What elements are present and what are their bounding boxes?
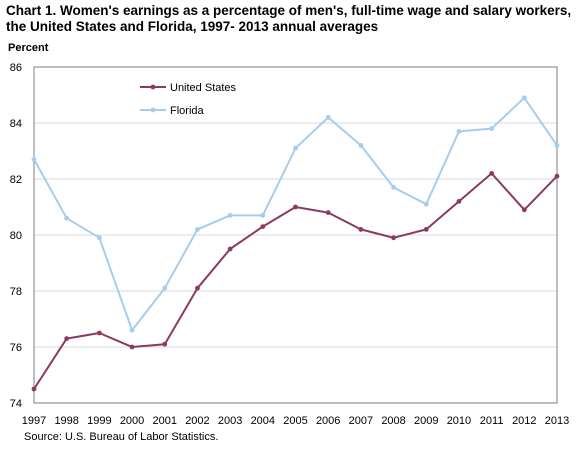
x-tick-label: 2012 <box>512 415 536 427</box>
x-tick-label: 2002 <box>185 415 209 427</box>
data-point-florida <box>260 213 266 218</box>
data-point-united-states <box>64 336 70 341</box>
data-point-united-states <box>129 344 135 350</box>
data-point-united-states <box>521 207 527 213</box>
data-point-florida <box>456 129 462 134</box>
x-tick-label: 2008 <box>381 415 405 427</box>
data-point-united-states <box>227 246 233 252</box>
source-note: Source: U.S. Bureau of Labor Statistics. <box>24 431 218 443</box>
data-point-florida <box>489 126 495 131</box>
legend-label: Florida <box>170 105 205 117</box>
series-line-florida <box>33 96 558 332</box>
data-point-florida <box>391 185 396 190</box>
data-point-united-states <box>423 227 429 232</box>
x-tick-label: 2011 <box>480 415 504 427</box>
x-tick-label: 2006 <box>316 415 340 427</box>
data-point-united-states <box>96 330 102 336</box>
x-tick-label: 2003 <box>218 415 242 427</box>
data-point-florida <box>96 235 102 241</box>
data-point-united-states <box>554 173 560 179</box>
y-tick-label: 86 <box>10 62 22 74</box>
x-tick-label: 1998 <box>54 415 78 427</box>
data-point-united-states <box>293 204 298 210</box>
x-tick-label: 1997 <box>22 415 46 427</box>
x-tick-label: 1999 <box>87 415 111 427</box>
data-point-florida <box>521 95 527 101</box>
x-tick-label: 2000 <box>120 415 144 427</box>
data-point-florida <box>227 213 233 218</box>
data-point-florida <box>162 285 168 291</box>
data-point-united-states <box>260 224 266 230</box>
y-tick-label: 74 <box>10 398 22 410</box>
y-tick-label: 78 <box>10 286 22 298</box>
data-point-florida <box>358 143 364 148</box>
data-point-united-states <box>456 199 462 204</box>
x-tick-label: 2005 <box>283 415 307 427</box>
data-point-florida <box>554 143 560 148</box>
data-point-florida <box>64 215 70 221</box>
gridlines <box>34 122 557 348</box>
plot-area-border <box>33 66 558 404</box>
y-tick-label: 82 <box>10 174 22 186</box>
legend-label: United States <box>170 82 237 94</box>
x-axis-ticks: 1997 1998 1999 2000 2001 2002 2003 2004 2005 2006… <box>22 415 569 427</box>
legend-marker <box>150 84 156 90</box>
data-point-florida <box>129 327 135 333</box>
x-tick-label: 2010 <box>447 415 471 427</box>
data-point-united-states <box>162 341 168 347</box>
y-tick-label: 84 <box>10 118 22 130</box>
x-tick-label: 2007 <box>349 415 373 427</box>
data-point-florida <box>423 201 429 207</box>
data-point-united-states <box>325 210 331 216</box>
series-group <box>31 95 560 392</box>
x-tick-label: 2001 <box>153 415 177 427</box>
legend-marker <box>150 107 156 113</box>
legend: United States Florida <box>140 82 237 117</box>
data-point-united-states <box>358 227 364 232</box>
y-tick-label: 76 <box>10 342 22 354</box>
data-point-florida <box>325 115 331 120</box>
x-tick-label: 2013 <box>545 415 569 427</box>
y-tick-label: 80 <box>10 230 22 242</box>
data-point-united-states <box>195 285 200 291</box>
data-point-florida <box>31 157 37 162</box>
x-tick-label: 2004 <box>251 415 275 427</box>
data-point-united-states <box>31 386 37 392</box>
data-point-united-states <box>391 235 396 241</box>
data-point-florida <box>293 145 298 151</box>
chart-title: Chart 1. Women's earnings as a percentag… <box>6 3 572 34</box>
data-point-united-states <box>489 171 495 176</box>
y-axis-ticks: 74 76 78 80 82 84 86 <box>10 62 22 410</box>
x-tick-label: 2009 <box>414 415 438 427</box>
data-point-florida <box>195 227 200 232</box>
y-axis-label: Percent <box>8 42 49 54</box>
